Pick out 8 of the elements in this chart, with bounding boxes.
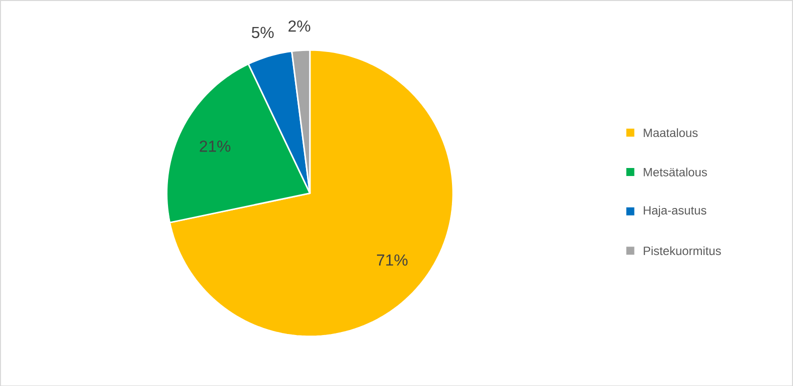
legend-label: Maatalous <box>644 128 698 137</box>
data-label: 21% <box>200 140 230 152</box>
data-label: 71% <box>376 254 408 266</box>
legend-label: Metsätalous <box>644 167 707 176</box>
data-label: 2% <box>288 20 310 32</box>
data-label: 5% <box>252 26 274 38</box>
legend-label: Haja-asutus <box>644 206 706 217</box>
legend-label: Pistekuormitus <box>644 246 721 255</box>
